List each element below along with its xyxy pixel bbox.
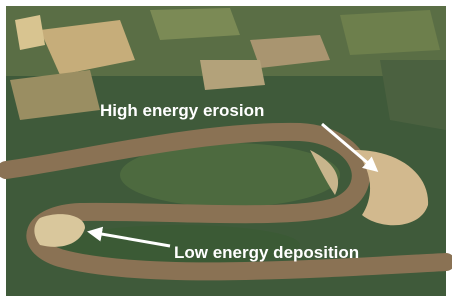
field: [15, 15, 45, 50]
aerial-photo: High energy erosion Low energy depositio…: [0, 0, 452, 302]
field: [150, 8, 240, 40]
field: [200, 60, 265, 90]
deposition-label: Low energy deposition: [174, 243, 359, 262]
field: [340, 10, 440, 55]
page: High energy erosion Low energy depositio…: [0, 0, 452, 302]
erosion-label: High energy erosion: [100, 101, 264, 120]
